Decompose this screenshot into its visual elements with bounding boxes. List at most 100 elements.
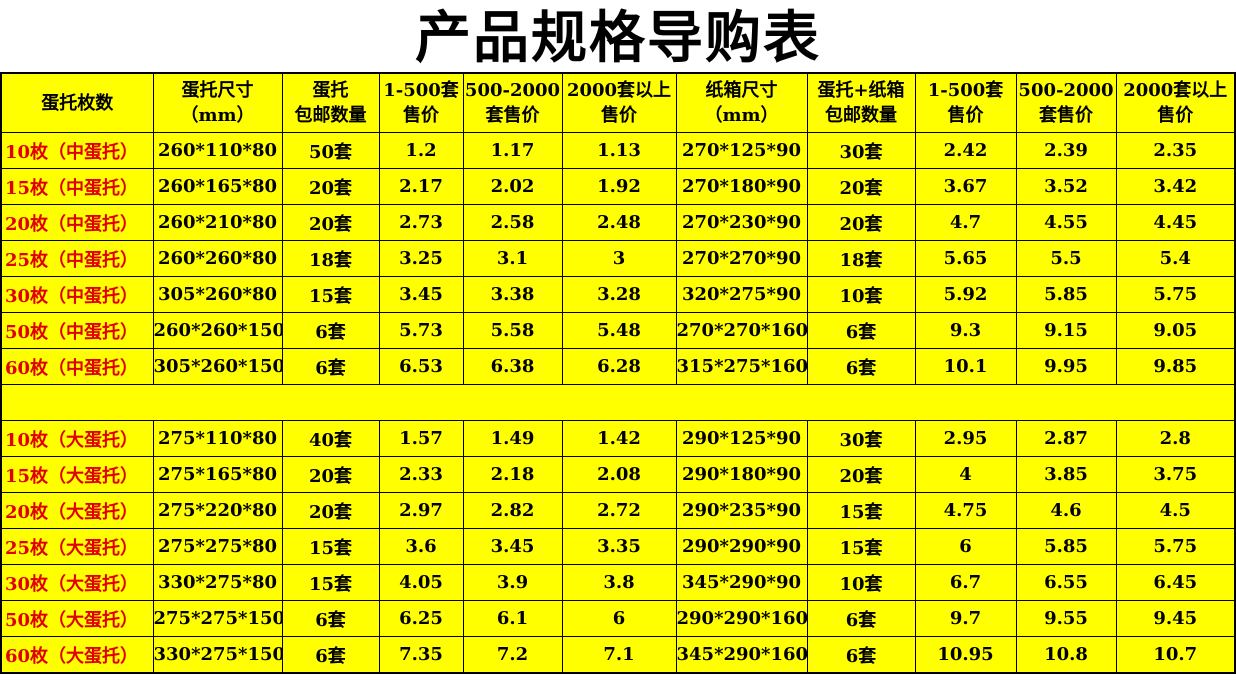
cell-text: 30套 [839, 429, 883, 451]
cell-text: 1.2 [405, 140, 437, 161]
data-cell: 7.35 [378, 636, 464, 674]
cell-text: 6.1 [496, 608, 529, 629]
product-cell: 30枚（中蛋托） [0, 276, 154, 313]
header-cell: 500-2000 套售价 [1015, 72, 1117, 133]
cell-text: 60枚（大蛋托） [5, 645, 139, 667]
data-cell: 6套 [281, 312, 380, 349]
data-cell: 3.67 [914, 168, 1017, 205]
cell-text: 2.48 [597, 212, 641, 233]
data-cell: 20套 [281, 492, 380, 529]
cell-text: 9.85 [1153, 356, 1198, 377]
cell-text: 18套 [308, 249, 353, 271]
data-cell: 2.48 [561, 204, 677, 241]
cell-text: 275*220*80 [157, 500, 278, 521]
header-cell: 纸箱尺寸 （mm） [675, 72, 808, 133]
data-cell: 9.45 [1115, 600, 1236, 637]
cell-text: 2.72 [597, 500, 641, 521]
product-cell: 15枚（中蛋托） [0, 168, 154, 205]
data-cell: 1.2 [378, 132, 464, 169]
data-cell: 320*275*90 [675, 276, 808, 313]
title: 产品规格导购表 [415, 6, 821, 71]
data-cell: 15套 [281, 564, 380, 601]
cell-text: 15套 [308, 537, 353, 559]
data-cell: 2.87 [1015, 420, 1117, 457]
data-cell: 6.28 [561, 348, 677, 385]
cell-text: 275*275*80 [157, 536, 278, 557]
cell-text: 10.7 [1153, 644, 1198, 665]
header-text: 蛋托尺寸 [181, 80, 254, 101]
data-cell: 1.49 [462, 420, 563, 457]
data-row: 60枚（大蛋托） 330*275*150 6套 7.35 7.2 7.1 345*290*1… [0, 636, 1236, 674]
header-text: 套售价 [1039, 105, 1093, 126]
data-row: 15枚（大蛋托） 275*165*80 20套 2.33 2.18 2.08 290*180… [0, 456, 1236, 493]
data-cell: 10.1 [914, 348, 1017, 385]
product-cell: 50枚（大蛋托） [0, 600, 154, 637]
cell-text: 2.82 [490, 500, 535, 521]
cell-text: 20套 [308, 177, 353, 199]
data-cell: 2.18 [462, 456, 563, 493]
data-cell: 6套 [281, 636, 380, 674]
cell-text: 6.55 [1044, 572, 1088, 593]
cell-text: 290*125*90 [681, 428, 802, 449]
spacer-row [1, 384, 1235, 421]
cell-text: 275*110*80 [157, 428, 278, 449]
cell-text: 5.75 [1153, 536, 1198, 557]
cell-text: 6.45 [1153, 572, 1198, 593]
data-cell: 10.7 [1115, 636, 1236, 674]
cell-text: 2.08 [597, 464, 641, 485]
data-row: 10枚（中蛋托） 260*110*80 50套 1.2 1.17 1.13 270*125*… [0, 132, 1236, 169]
data-cell: 15套 [281, 528, 380, 565]
cell-text: 10套 [839, 285, 883, 307]
cell-text: 50枚（中蛋托） [5, 321, 139, 343]
data-cell: 6.1 [462, 600, 563, 637]
data-cell: 345*290*90 [675, 564, 808, 601]
cell-text: 20枚（大蛋托） [5, 501, 139, 523]
cell-text: 290*235*90 [681, 500, 802, 521]
data-cell: 275*220*80 [152, 492, 283, 529]
cell-text: 10套 [839, 573, 883, 595]
cell-text: 4.75 [943, 500, 988, 521]
product-cell: 60枚（大蛋托） [0, 636, 154, 674]
cell-text: 20枚（中蛋托） [5, 213, 139, 235]
data-cell: 1.17 [462, 132, 563, 169]
cell-text: 1.17 [490, 140, 535, 161]
data-cell: 3.28 [561, 276, 677, 313]
cell-text: 6 [612, 608, 626, 629]
data-cell: 15套 [281, 276, 380, 313]
cell-text: 3.67 [943, 176, 988, 197]
cell-text: 25枚（大蛋托） [5, 537, 139, 559]
data-cell: 20套 [806, 168, 916, 205]
table-body: 蛋托枚数 蛋托尺寸 （mm） 蛋托 包邮数量 1-500套 售价 500-2000 套售价 200… [0, 72, 1236, 674]
cell-text: 6套 [315, 645, 346, 667]
cell-text: 15套 [839, 501, 883, 523]
data-cell: 15套 [806, 528, 916, 565]
cell-text: 260*165*80 [157, 176, 278, 197]
data-cell: 6套 [281, 348, 380, 385]
header-text: 2000套以上 [566, 80, 672, 101]
data-cell: 5.4 [1115, 240, 1236, 277]
data-cell: 1.92 [561, 168, 677, 205]
data-cell: 20套 [806, 204, 916, 241]
data-cell: 10套 [806, 276, 916, 313]
data-cell: 30套 [806, 132, 916, 169]
data-cell: 20套 [281, 204, 380, 241]
data-cell: 330*275*150 [152, 636, 283, 674]
cell-text: 3.6 [405, 536, 437, 557]
cell-text: 3 [612, 248, 626, 269]
data-cell: 1.42 [561, 420, 677, 457]
data-cell: 2.95 [914, 420, 1017, 457]
data-cell: 3.45 [378, 276, 464, 313]
data-cell: 9.3 [914, 312, 1017, 349]
cell-text: 20套 [839, 213, 883, 235]
cell-text: 5.58 [490, 320, 535, 341]
spec-table: 蛋托枚数 蛋托尺寸 （mm） 蛋托 包邮数量 1-500套 售价 500-2000 套售价 200… [0, 72, 1236, 674]
cell-text: 4.7 [949, 212, 982, 233]
data-cell: 18套 [281, 240, 380, 277]
cell-text: 6.53 [399, 356, 443, 377]
cell-text: 9.7 [949, 608, 982, 629]
data-cell: 3.6 [378, 528, 464, 565]
data-cell: 20套 [806, 456, 916, 493]
cell-text: 4 [959, 464, 972, 485]
cell-text: 9.95 [1044, 356, 1088, 377]
cell-text: 2.17 [399, 176, 443, 197]
